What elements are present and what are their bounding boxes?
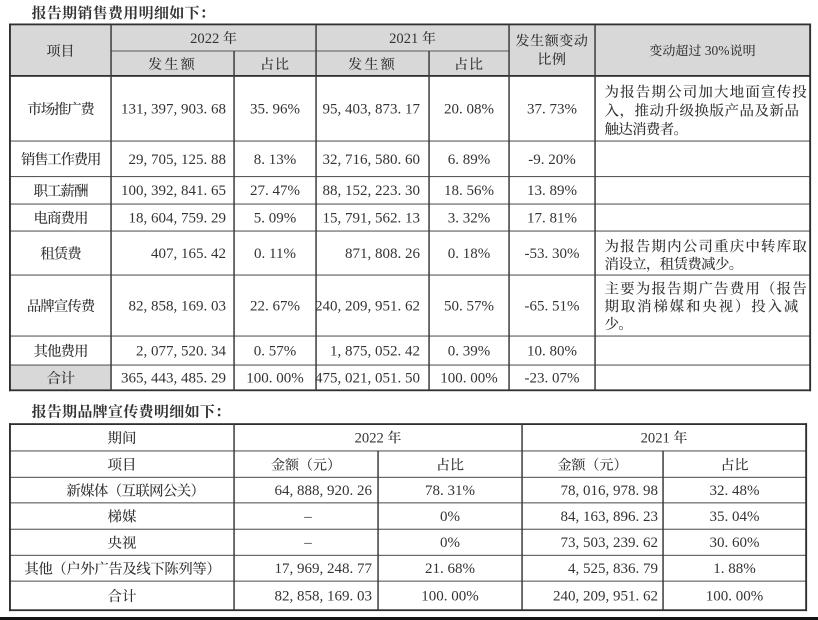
svg-text:2, 077, 520. 34: 2, 077, 520. 34	[136, 344, 227, 360]
svg-text:–: –	[303, 509, 312, 525]
svg-text:131, 397, 903. 68: 131, 397, 903. 68	[121, 102, 226, 118]
svg-text:32. 48%: 32. 48%	[710, 483, 760, 499]
svg-text:64, 888, 920. 26: 64, 888, 920. 26	[275, 483, 373, 499]
svg-text:100, 392, 841. 65: 100, 392, 841. 65	[121, 183, 226, 199]
svg-text:30. 60%: 30. 60%	[710, 535, 760, 551]
svg-text:365, 443, 485. 29: 365, 443, 485. 29	[121, 371, 226, 387]
svg-text:–: –	[303, 535, 312, 551]
svg-text:30%: 30%	[705, 43, 730, 58]
svg-text:78. 31%: 78. 31%	[425, 483, 475, 499]
svg-text:4, 525, 836. 79: 4, 525, 836. 79	[568, 561, 658, 577]
svg-text:240, 209, 951. 62: 240, 209, 951. 62	[315, 299, 420, 315]
svg-text:15, 791, 562. 13: 15, 791, 562. 13	[323, 211, 421, 227]
svg-text:-65. 51%: -65. 51%	[525, 299, 580, 315]
svg-text:37. 73%: 37. 73%	[527, 102, 577, 118]
svg-text:27. 47%: 27. 47%	[250, 183, 300, 199]
svg-text:78, 016, 978. 98: 78, 016, 978. 98	[561, 483, 659, 499]
svg-text:73, 503, 239. 62: 73, 503, 239. 62	[561, 535, 659, 551]
svg-text:100. 00%: 100. 00%	[706, 589, 764, 605]
svg-text:0. 11%: 0. 11%	[254, 246, 296, 262]
svg-text:29, 705, 125. 88: 29, 705, 125. 88	[129, 152, 227, 168]
svg-text:8. 13%: 8. 13%	[254, 152, 297, 168]
svg-text:0%: 0%	[440, 509, 460, 525]
svg-text:10. 80%: 10. 80%	[527, 344, 577, 360]
svg-text:18. 56%: 18. 56%	[444, 183, 494, 199]
svg-text:100. 00%: 100. 00%	[246, 371, 304, 387]
svg-text:18, 604, 759. 29: 18, 604, 759. 29	[129, 211, 227, 227]
svg-text:95, 403, 873. 17: 95, 403, 873. 17	[323, 102, 421, 118]
svg-text:21. 68%: 21. 68%	[425, 561, 475, 577]
svg-text:35. 04%: 35. 04%	[710, 509, 760, 525]
svg-text:5. 09%: 5. 09%	[254, 211, 297, 227]
svg-text:88, 152, 223. 30: 88, 152, 223. 30	[323, 183, 421, 199]
svg-text:17, 969, 248. 77: 17, 969, 248. 77	[275, 561, 373, 577]
svg-text:82, 858, 169. 03: 82, 858, 169. 03	[129, 299, 227, 315]
svg-text:20. 08%: 20. 08%	[444, 102, 494, 118]
svg-text:475, 021, 051. 50: 475, 021, 051. 50	[315, 371, 420, 387]
svg-text:84, 163, 896. 23: 84, 163, 896. 23	[561, 509, 659, 525]
svg-text:0. 39%: 0. 39%	[448, 344, 491, 360]
svg-text:2022: 2022	[355, 430, 384, 446]
svg-text:100. 00%: 100. 00%	[421, 589, 479, 605]
svg-text:2021: 2021	[641, 430, 670, 446]
svg-text:13. 89%: 13. 89%	[527, 183, 577, 199]
svg-text:-9. 20%: -9. 20%	[528, 152, 576, 168]
svg-text:0. 18%: 0. 18%	[448, 246, 491, 262]
svg-text:1. 88%: 1. 88%	[713, 561, 756, 577]
svg-text:0%: 0%	[440, 535, 460, 551]
svg-text:1, 875, 052. 42: 1, 875, 052. 42	[330, 344, 420, 360]
svg-text:32, 716, 580. 60: 32, 716, 580. 60	[323, 152, 421, 168]
svg-text:35. 96%: 35. 96%	[250, 102, 300, 118]
svg-text:3. 32%: 3. 32%	[448, 211, 491, 227]
svg-text:17. 81%: 17. 81%	[527, 211, 577, 227]
svg-text:240, 209, 951. 62: 240, 209, 951. 62	[553, 589, 658, 605]
svg-text:0. 57%: 0. 57%	[254, 344, 297, 360]
svg-text:22. 67%: 22. 67%	[250, 299, 300, 315]
svg-text:100. 00%: 100. 00%	[440, 371, 498, 387]
svg-text:-53. 30%: -53. 30%	[525, 246, 580, 262]
svg-text:50. 57%: 50. 57%	[444, 299, 494, 315]
svg-text:-23. 07%: -23. 07%	[525, 371, 580, 387]
svg-text:407, 165. 42: 407, 165. 42	[151, 246, 226, 262]
svg-text:82, 858, 169. 03: 82, 858, 169. 03	[275, 589, 373, 605]
svg-text:2022: 2022	[190, 31, 219, 47]
svg-text:871, 808. 26: 871, 808. 26	[345, 246, 421, 262]
svg-text:2021: 2021	[389, 31, 418, 47]
svg-text:6. 89%: 6. 89%	[448, 152, 491, 168]
